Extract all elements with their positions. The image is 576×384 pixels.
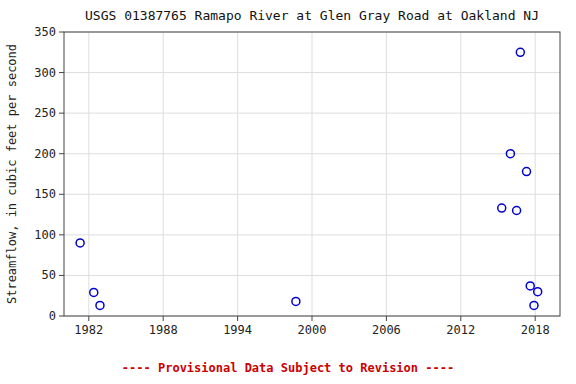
footnote: ---- Provisional Data Subject to Revisio… — [122, 361, 454, 375]
x-grid-line — [386, 32, 387, 316]
point — [530, 301, 538, 309]
x-tick — [460, 316, 461, 321]
y-tick-label: 150 — [34, 187, 56, 201]
y-tick-label: 250 — [34, 106, 56, 120]
y-tick — [59, 113, 64, 114]
x-tick — [535, 316, 536, 321]
point — [76, 239, 84, 247]
point — [292, 297, 300, 305]
x-tick-label: 2012 — [446, 323, 475, 337]
y-tick-label: 200 — [34, 147, 56, 161]
x-tick — [163, 316, 164, 321]
y-grid-line — [64, 234, 560, 235]
y-grid-line — [64, 194, 560, 195]
y-tick — [59, 234, 64, 235]
x-tick-label: 2000 — [298, 323, 327, 337]
point — [506, 150, 514, 158]
background — [0, 0, 576, 384]
axes: 1982 1988 1994 2000 2006 2012 2018 0 50 100 150 200… — [34, 25, 549, 337]
y-grid-line — [64, 275, 560, 276]
point — [526, 282, 534, 290]
point — [498, 204, 506, 212]
points — [76, 48, 542, 309]
title: USGS 01387765 Ramapo River at Glen Gray … — [85, 8, 539, 23]
y-tick — [59, 153, 64, 154]
x-tick — [237, 316, 238, 321]
y-grid-line — [64, 153, 560, 154]
y-tick — [59, 72, 64, 73]
x-tick-label: 1982 — [74, 323, 103, 337]
x-tick — [312, 316, 313, 321]
y-tick — [59, 194, 64, 195]
x-tick — [386, 316, 387, 321]
x-grid-line — [312, 32, 313, 316]
y-tick-label: 0 — [49, 309, 56, 323]
x-tick — [88, 316, 89, 321]
grid — [64, 32, 560, 316]
x-tick-label: 2006 — [372, 323, 401, 337]
y-tick — [59, 275, 64, 276]
x-grid-line — [163, 32, 164, 316]
x-grid-line — [88, 32, 89, 316]
point — [513, 207, 521, 215]
x-tick-label: 1988 — [149, 323, 178, 337]
y-tick-label: 100 — [34, 228, 56, 242]
point — [90, 288, 98, 296]
y-tick-label: 350 — [34, 25, 56, 39]
x-grid-line — [535, 32, 536, 316]
y-tick — [59, 316, 64, 317]
y-axis-label: Streamflow, in cubic feet per second — [5, 44, 19, 304]
y-tick-label: 300 — [34, 66, 56, 80]
y-grid-line — [64, 113, 560, 114]
x-grid-line — [460, 32, 461, 316]
point — [523, 168, 531, 176]
plot-frame — [64, 32, 560, 316]
x-grid-line — [237, 32, 238, 316]
point — [96, 301, 104, 309]
y-tick — [59, 32, 64, 33]
y-tick-label: 50 — [42, 268, 56, 282]
point — [516, 48, 524, 56]
x-tick-label: 2018 — [521, 323, 550, 337]
chart: 1982 1988 1994 2000 2006 2012 2018 0 50 100 150 200… — [0, 0, 576, 384]
x-tick-label: 1994 — [223, 323, 252, 337]
y-grid-line — [64, 72, 560, 73]
point — [534, 288, 542, 296]
